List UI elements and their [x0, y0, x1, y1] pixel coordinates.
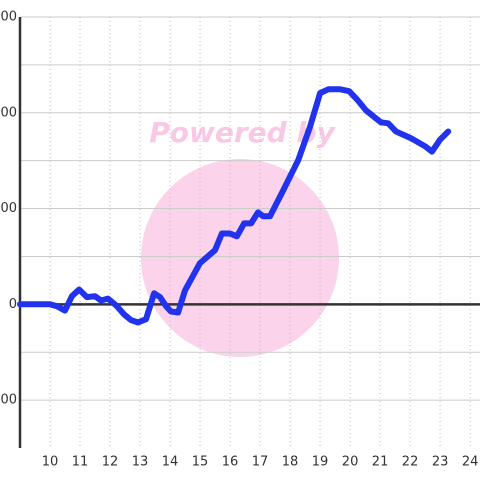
y-tick-label: 6,000	[0, 10, 17, 25]
x-tick-label: 20	[342, 455, 359, 470]
x-tick-label: 23	[432, 455, 449, 470]
watermark-logo	[141, 159, 339, 357]
x-tick-label: 13	[132, 455, 149, 470]
x-tick-label: 24	[462, 455, 479, 470]
y-tick-label: 0	[9, 297, 17, 312]
x-tick-label: 11	[72, 455, 89, 470]
data-line	[17, 86, 452, 326]
x-tick-label: 12	[102, 455, 119, 470]
x-tick-label: 19	[312, 455, 329, 470]
x-tick-label: 15	[192, 455, 209, 470]
x-tick-label: 10	[42, 455, 59, 470]
x-tick-label: 17	[252, 455, 269, 470]
x-tick-label: 18	[282, 455, 299, 470]
x-tick-label: 16	[222, 455, 239, 470]
y-tick-label: -2,000	[0, 393, 17, 408]
y-tick-label: 2,000	[0, 201, 17, 216]
x-tick-label: 22	[402, 455, 419, 470]
y-tick-label: 4,000	[0, 105, 17, 120]
x-tick-label: 14	[162, 455, 179, 470]
x-tick-label: 21	[372, 455, 389, 470]
